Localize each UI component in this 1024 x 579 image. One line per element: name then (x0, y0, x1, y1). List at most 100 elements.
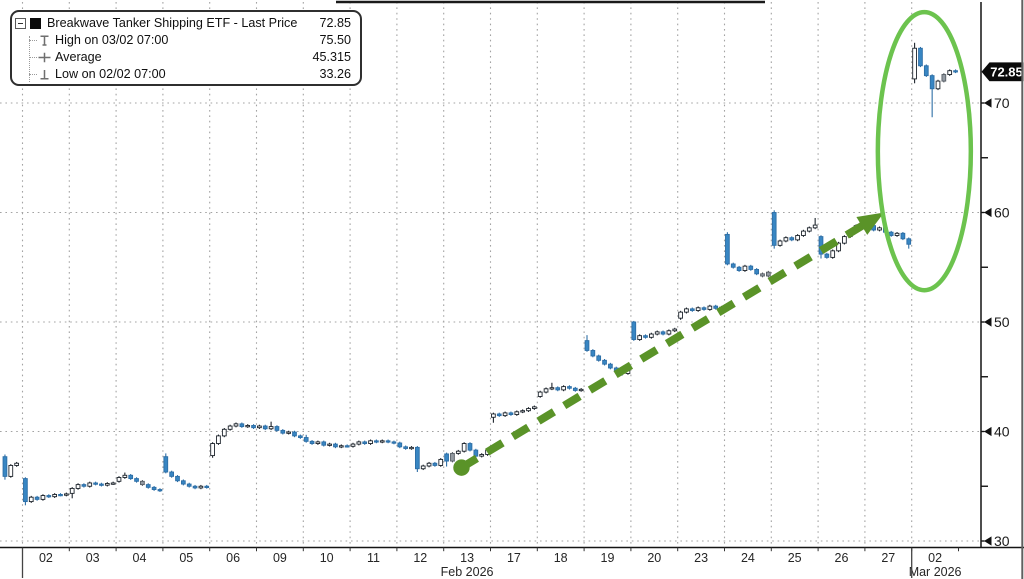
candle (912, 42, 917, 84)
legend-high-value: 75.50 (319, 33, 351, 47)
candle (69, 487, 75, 499)
candle (508, 411, 514, 416)
svg-text:11: 11 (367, 551, 380, 565)
candle (496, 412, 502, 417)
candle (444, 452, 449, 467)
candle (660, 330, 666, 336)
legend-tree-stub (29, 74, 37, 75)
candle (280, 429, 286, 435)
candle (836, 241, 841, 253)
gridlines (0, 2, 981, 548)
candle (338, 444, 344, 449)
candle (58, 493, 63, 497)
candle (455, 449, 461, 455)
candle (420, 464, 426, 471)
legend-row-low[interactable]: Low on 02/02 07:00 33.26 (12, 66, 360, 83)
candle (268, 421, 274, 431)
candle (28, 495, 34, 503)
legend-last-price-value: 72.85 (319, 16, 351, 30)
svg-text:18: 18 (554, 551, 568, 565)
candle (479, 453, 485, 458)
candle (151, 486, 157, 491)
candle (701, 306, 707, 311)
candle (93, 481, 98, 486)
svg-text:03: 03 (86, 551, 100, 565)
legend-tree-stub (29, 57, 37, 58)
svg-text:17: 17 (507, 551, 521, 565)
candle (227, 424, 233, 431)
candle (771, 210, 777, 249)
candle (379, 439, 385, 444)
legend-row-last-price[interactable]: Breakwave Tanker Shipping ETF - Last Pri… (12, 15, 360, 32)
svg-text:70: 70 (994, 95, 1010, 111)
svg-text:02: 02 (928, 551, 942, 565)
candle (8, 464, 14, 478)
candle (175, 475, 180, 483)
candle (356, 440, 362, 446)
candle (643, 334, 648, 339)
candle (520, 409, 525, 414)
candles-layer (2, 42, 958, 506)
high-whisker-icon (40, 35, 49, 46)
candle (754, 268, 759, 276)
legend-low-value: 33.26 (319, 67, 351, 81)
candle (221, 427, 227, 438)
svg-text:27: 27 (881, 551, 895, 565)
candle (426, 461, 432, 468)
candle (672, 327, 678, 333)
candle (239, 422, 245, 428)
candle (929, 74, 935, 118)
candle (725, 232, 730, 266)
candle (602, 359, 607, 366)
candle (251, 424, 256, 429)
candle (450, 452, 455, 463)
candle (806, 226, 812, 233)
candle (789, 236, 795, 242)
candle (40, 494, 46, 501)
legend-row-average[interactable]: Average 45.315 (12, 49, 360, 66)
candle (935, 79, 941, 91)
candle (461, 442, 467, 453)
svg-text:09: 09 (273, 551, 287, 565)
candle (368, 439, 373, 445)
candle (432, 461, 438, 467)
legend-row-high[interactable]: High on 03/02 07:00 75.50 (12, 32, 360, 49)
candle (415, 446, 420, 473)
candle (473, 448, 479, 458)
y-axis-labels: 30 40 50 60 70 (981, 95, 1010, 549)
svg-text:13: 13 (460, 551, 474, 565)
candle (689, 307, 695, 312)
candle (169, 470, 174, 478)
svg-text:12: 12 (413, 551, 427, 565)
candle (52, 493, 57, 498)
trend-arrow (453, 212, 885, 476)
candle (467, 442, 473, 452)
svg-text:20: 20 (647, 551, 661, 565)
candle (274, 425, 280, 432)
candle (140, 480, 145, 486)
candle (608, 362, 613, 370)
candle (549, 382, 555, 391)
candle (315, 440, 321, 445)
svg-text:19: 19 (601, 551, 615, 565)
tick-arrow-icon (984, 98, 992, 108)
candle (374, 439, 379, 444)
candle (572, 386, 578, 392)
candle (830, 249, 836, 259)
candle (941, 73, 947, 83)
svg-text:30: 30 (994, 533, 1010, 549)
candle (900, 231, 906, 241)
candle (34, 495, 40, 501)
candle (63, 492, 69, 497)
candle (537, 390, 543, 398)
candle (590, 349, 596, 358)
candle (730, 262, 736, 269)
candle (947, 69, 953, 76)
tree-expander-icon[interactable] (15, 18, 26, 30)
legend-tree-rail (29, 36, 30, 82)
candle (906, 237, 912, 249)
candle (894, 231, 900, 237)
